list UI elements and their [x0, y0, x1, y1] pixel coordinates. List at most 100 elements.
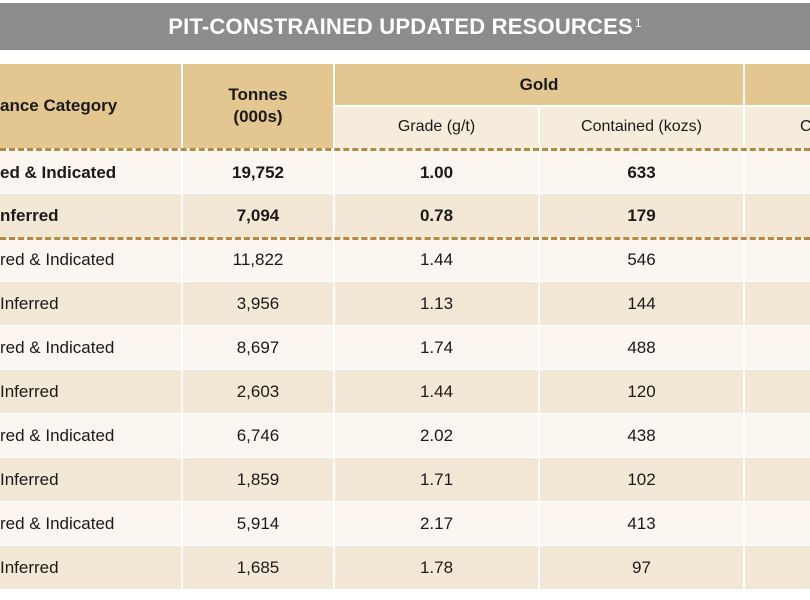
cell-tonnes: 2,603 [182, 370, 334, 414]
cell-contained-value: 144 [627, 294, 656, 313]
cell-grade-value: 1.74 [419, 338, 454, 357]
cell-grade: 2.02 [334, 414, 539, 458]
subheader-contained: Contained (kozs) [539, 106, 744, 148]
cell-contained: 633 [539, 151, 744, 194]
cell-grade: 1.44 [334, 238, 539, 282]
cell-category: Inferred [0, 546, 182, 590]
cell-tonnes-value: 7,094 [236, 206, 280, 225]
cell-tonnes: 7,094 [182, 194, 334, 238]
cell-grade: 1.44 [334, 370, 539, 414]
cell-contained-value: 120 [627, 382, 656, 401]
resources-table: ance Category Tonnes (000s) Gold Grade (… [0, 64, 810, 594]
cell-contained-value: 633 [627, 162, 656, 182]
title-footnote-marker: 1 [634, 15, 642, 30]
cell-category: red & Indicated [0, 326, 182, 370]
cell-next-group [744, 458, 810, 502]
cell-tonnes-value: 11,822 [232, 250, 284, 269]
cell-grade: 2.17 [334, 502, 539, 546]
subheader-contained-label: Contained (kozs) [581, 118, 702, 135]
cell-contained-value: 413 [627, 514, 656, 533]
subheader-next-col-label: C [800, 118, 810, 135]
cell-tonnes: 8,697 [182, 326, 334, 370]
dashed-separator-totals [0, 237, 810, 240]
cell-contained-value: 546 [627, 250, 656, 269]
header-divider [334, 105, 810, 107]
cell-next-group [744, 194, 810, 238]
header-gold-label: Gold [519, 75, 559, 94]
cell-next-group [744, 414, 810, 458]
cell-grade-value: 2.02 [419, 426, 454, 445]
table-title: PIT-CONSTRAINED UPDATED RESOURCES 1 [0, 3, 810, 50]
cell-category: red & Indicated [0, 414, 182, 458]
column-divider [538, 106, 540, 594]
cell-contained-value: 488 [627, 338, 656, 357]
column-divider [743, 64, 745, 594]
cell-tonnes-value: 1,859 [236, 470, 280, 489]
cell-contained: 102 [539, 458, 744, 502]
cell-grade: 1.74 [334, 326, 539, 370]
cell-tonnes: 6,746 [182, 414, 334, 458]
subheader-next-col: C [744, 106, 810, 148]
cell-tonnes: 1,685 [182, 546, 334, 590]
cell-contained: 144 [539, 282, 744, 326]
column-divider [333, 64, 335, 594]
cell-contained: 179 [539, 194, 744, 238]
cell-category-value: red & Indicated [0, 514, 115, 533]
cell-tonnes-value: 2,603 [236, 382, 280, 401]
cell-grade: 0.78 [334, 194, 539, 238]
column-divider [181, 64, 183, 594]
header-tonnes: Tonnes (000s) [182, 64, 334, 148]
cell-category-value: Inferred [0, 294, 59, 313]
cell-grade: 1.71 [334, 458, 539, 502]
cell-category: Inferred [0, 458, 182, 502]
cell-tonnes-value: 19,752 [232, 162, 284, 182]
header-next-group [744, 64, 810, 106]
cell-category-value: red & Indicated [0, 338, 115, 357]
cell-category-value: Inferred [0, 470, 59, 489]
cell-category: red & Indicated [0, 238, 182, 282]
cell-tonnes-value: 5,914 [236, 514, 280, 533]
cell-tonnes: 3,956 [182, 282, 334, 326]
cell-category: Inferred [0, 370, 182, 414]
cell-grade-value: 1.44 [419, 250, 454, 269]
cell-category: nferred [0, 194, 182, 238]
header-category: ance Category [0, 64, 182, 148]
row-divider [0, 589, 810, 591]
cell-contained-value: 102 [627, 470, 656, 489]
cell-category: red & Indicated [0, 502, 182, 546]
cell-contained-value: 179 [627, 206, 656, 225]
cell-category-value: red & Indicated [0, 250, 115, 269]
cell-next-group [744, 282, 810, 326]
cell-category-value: red & Indicated [0, 426, 115, 445]
cell-tonnes-value: 3,956 [236, 294, 280, 313]
cell-category-value: Inferred [0, 382, 59, 401]
cell-category-value: Inferred [0, 558, 59, 577]
cell-tonnes-value: 8,697 [236, 338, 280, 357]
cell-grade: 1.00 [334, 151, 539, 194]
cell-tonnes: 19,752 [182, 151, 334, 194]
cell-grade-value: 1.44 [419, 382, 454, 401]
cell-contained-value: 438 [627, 426, 656, 445]
cell-grade-value: 1.00 [419, 162, 454, 182]
header-gold: Gold [334, 64, 744, 106]
cell-contained: 488 [539, 326, 744, 370]
cell-grade-value: 1.13 [419, 294, 454, 313]
cell-next-group [744, 151, 810, 194]
header-tonnes-unit: (000s) [233, 107, 283, 126]
cell-category: Inferred [0, 282, 182, 326]
cell-grade: 1.13 [334, 282, 539, 326]
cell-next-group [744, 370, 810, 414]
cell-contained-value: 97 [632, 558, 651, 577]
cell-next-group [744, 546, 810, 590]
subheader-grade: Grade (g/t) [334, 106, 539, 148]
cell-next-group [744, 238, 810, 282]
cell-grade-value: 1.78 [419, 558, 454, 577]
cell-next-group [744, 326, 810, 370]
cell-tonnes: 1,859 [182, 458, 334, 502]
cell-grade: 1.78 [334, 546, 539, 590]
subheader-grade-label: Grade (g/t) [397, 118, 476, 135]
cell-tonnes-value: 6,746 [236, 426, 280, 445]
cell-category-value: ed & Indicated [0, 162, 117, 182]
cell-category-value: nferred [0, 206, 59, 225]
cell-tonnes: 5,914 [182, 502, 334, 546]
